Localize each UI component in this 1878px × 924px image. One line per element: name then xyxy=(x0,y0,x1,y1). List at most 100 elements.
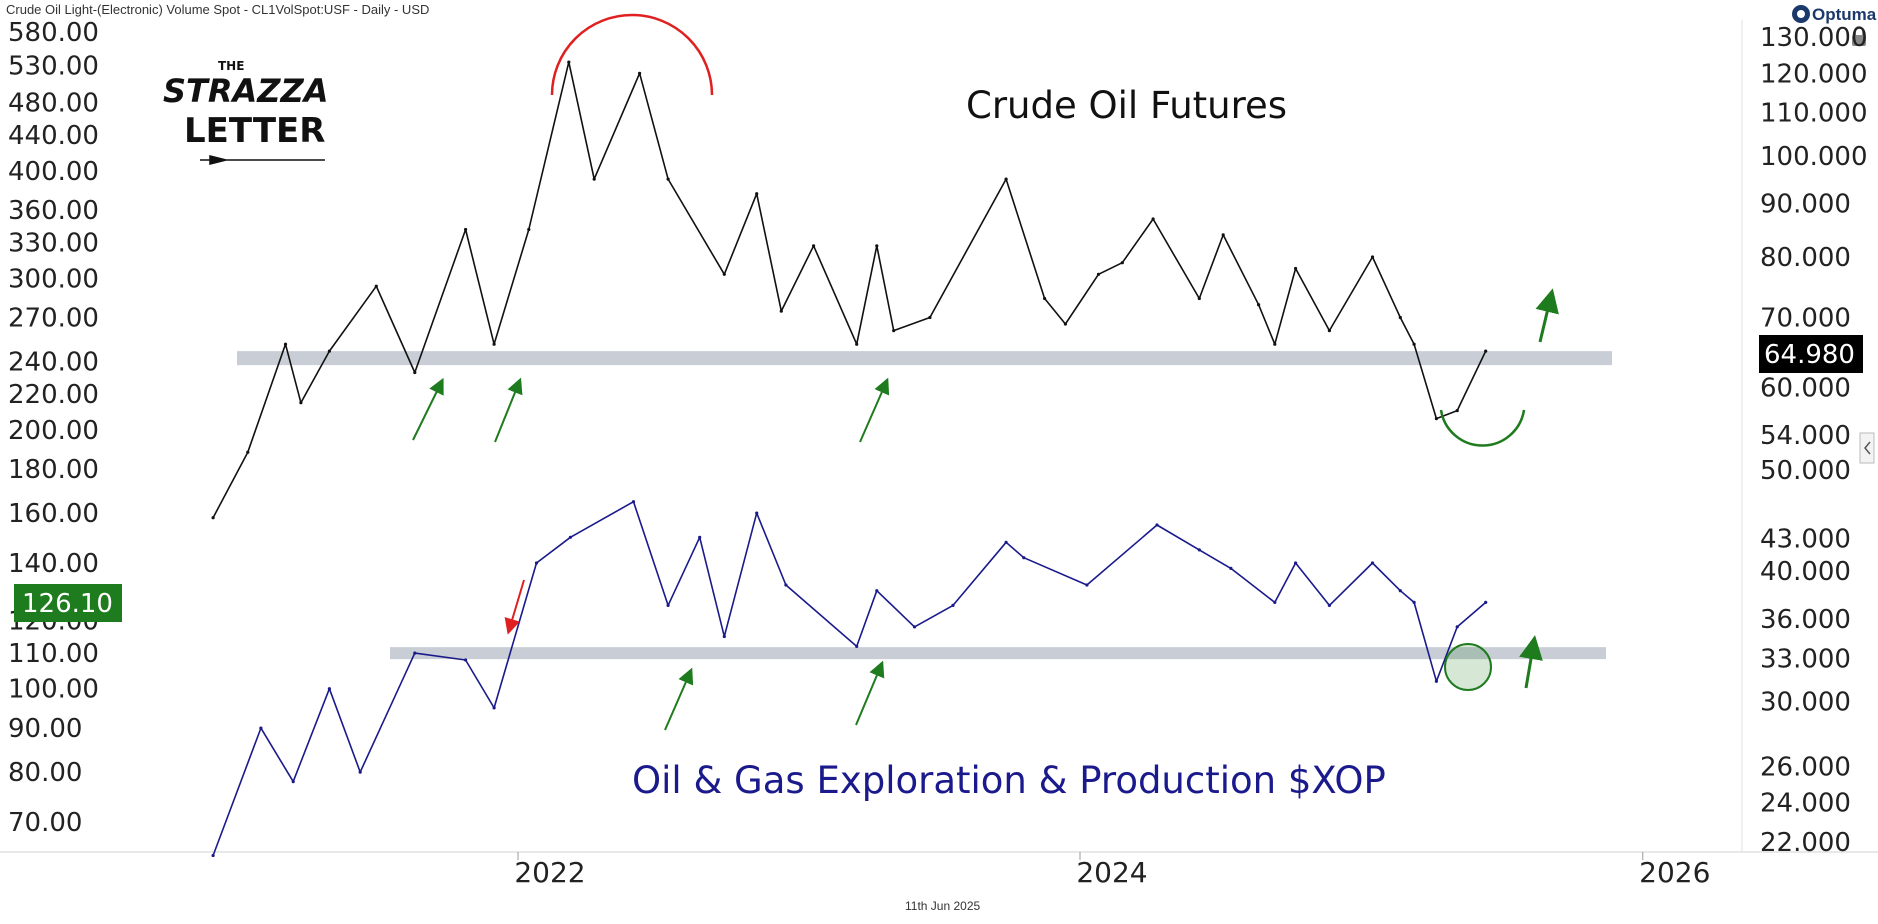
xop-data-point xyxy=(1085,583,1089,587)
lock-icon[interactable] xyxy=(1852,26,1866,46)
xop-data-point xyxy=(259,726,263,730)
crude-data-point xyxy=(1063,322,1067,326)
xop-data-point xyxy=(1327,603,1331,608)
left-tick-label: 580.00 xyxy=(8,18,99,48)
series-line-xop xyxy=(212,500,1487,856)
xop-data-point xyxy=(855,644,859,649)
xop-data-point xyxy=(534,561,539,565)
instrument-header: Crude Oil Light-(Electronic) Volume Spot… xyxy=(6,2,429,17)
crude-data-point xyxy=(464,227,468,232)
right-tick-label: 24.000 xyxy=(1760,789,1851,819)
left-tick-label: 400.00 xyxy=(8,157,99,187)
crude-data-point xyxy=(413,370,417,375)
right-tick-label: 60.000 xyxy=(1760,373,1851,403)
xop-data-point xyxy=(951,603,955,608)
xop-data-point xyxy=(1273,600,1277,605)
xop-data-point xyxy=(1197,548,1201,552)
support-arrow-3 xyxy=(859,377,890,443)
crude-label: Crude Oil Futures xyxy=(966,84,1287,127)
crude-data-point xyxy=(1120,261,1124,265)
right-tick-label: 36.000 xyxy=(1760,605,1851,635)
support-arrow-1 xyxy=(412,377,444,441)
xop-data-point xyxy=(464,658,468,662)
right-tick-label: 50.000 xyxy=(1760,456,1851,486)
left-tick-label: 180.00 xyxy=(8,455,99,485)
crude-data-point xyxy=(211,516,215,520)
breakout-arrow-xop xyxy=(1519,635,1543,689)
right-tick-label: 22.000 xyxy=(1760,828,1851,858)
crude-data-point xyxy=(1434,417,1438,421)
resistance-arrow-red xyxy=(504,579,525,635)
bottom-arc-green xyxy=(1439,409,1526,447)
xop-data-point xyxy=(1155,523,1159,527)
right-tick-label: 130.000 xyxy=(1760,23,1868,53)
optuma-brand: Optuma xyxy=(1792,5,1877,24)
left-tick-label: 110.00 xyxy=(8,639,99,669)
xop-data-point xyxy=(1294,561,1298,565)
left-tick-label: 530.00 xyxy=(8,52,99,82)
crude-data-point xyxy=(567,60,571,64)
left-tick-label: 480.00 xyxy=(8,89,99,119)
crude-data-point xyxy=(1096,272,1101,276)
xop-data-point xyxy=(698,535,702,539)
series-points-xop xyxy=(211,500,1488,858)
xop-data-point xyxy=(912,625,917,629)
crude-data-point xyxy=(722,272,726,276)
xop-data-point xyxy=(666,603,670,608)
crude-data-point xyxy=(1151,217,1155,221)
crude-data-point xyxy=(1370,255,1375,259)
x-tick-label: 2022 xyxy=(514,856,585,889)
xop-data-point xyxy=(358,770,362,774)
left-tick-label: 330.00 xyxy=(8,229,99,259)
crude-data-point xyxy=(812,244,816,248)
xop-data-point xyxy=(327,687,331,691)
crude-last-price: 64.980 xyxy=(1759,335,1863,373)
left-tick-label: 440.00 xyxy=(8,121,99,151)
crude-data-point xyxy=(779,309,783,313)
crude-data-point xyxy=(374,284,378,288)
crude-data-point xyxy=(1455,409,1459,413)
x-axis-ticks: 2022 2024 2026 xyxy=(514,852,1710,889)
xop-data-point xyxy=(1004,540,1008,544)
xop-data-point xyxy=(1455,625,1459,629)
crude-data-point xyxy=(1221,233,1225,237)
crude-data-point xyxy=(1398,315,1402,320)
right-axis-ticks: 130.000 120.000 110.000 100.000 90.000 80.000… xyxy=(1760,23,1868,858)
crude-data-point xyxy=(299,401,303,405)
right-tick-label: 43.000 xyxy=(1760,524,1851,554)
xop-data-point xyxy=(568,535,573,539)
x-tick-label: 2026 xyxy=(1639,856,1710,889)
collapse-panel-icon[interactable] xyxy=(1859,432,1875,464)
right-tick-label: 120.000 xyxy=(1760,59,1868,89)
crude-data-point xyxy=(327,349,331,353)
crude-data-point xyxy=(527,227,531,232)
right-tick-label: 40.000 xyxy=(1760,557,1851,587)
left-tick-label: 80.00 xyxy=(8,758,82,788)
crude-data-point xyxy=(1273,342,1277,346)
left-tick-label: 200.00 xyxy=(8,416,99,446)
xop-data-point xyxy=(875,589,879,593)
left-tick-label: 100.00 xyxy=(8,675,99,705)
right-tick-label: 110.000 xyxy=(1760,99,1868,129)
xop-data-point xyxy=(1434,679,1438,683)
series-points-crude-oil xyxy=(211,60,1488,520)
strazza-letter-logo: THE STRAZZA LETTER xyxy=(163,59,328,165)
xop-data-point xyxy=(1229,566,1233,571)
left-tick-label: 70.00 xyxy=(8,808,82,838)
xop-low-circle xyxy=(1444,643,1492,691)
left-tick-label: 360.00 xyxy=(8,196,99,226)
top-arc-red xyxy=(550,13,714,96)
xop-data-point xyxy=(1398,589,1402,593)
crude-data-point xyxy=(592,177,596,181)
support-arrow-5 xyxy=(855,660,885,726)
right-tick-label: 100.000 xyxy=(1760,142,1868,172)
xop-data-point xyxy=(1370,561,1375,565)
xop-data-point xyxy=(784,583,788,587)
support-arrow-4 xyxy=(664,667,694,731)
crude-data-point xyxy=(1412,342,1416,346)
xop-data-point xyxy=(722,634,726,639)
xop-data-point xyxy=(1412,600,1416,605)
xop-data-point xyxy=(492,706,496,710)
